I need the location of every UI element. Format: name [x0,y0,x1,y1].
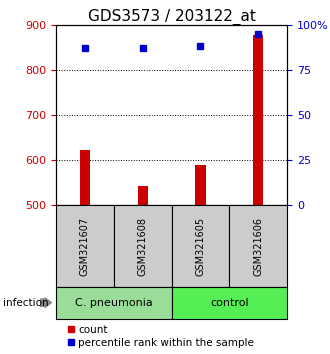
Bar [172,287,287,319]
Title: GDS3573 / 203122_at: GDS3573 / 203122_at [88,8,255,25]
Bar [56,205,114,287]
Bar [138,186,148,205]
Text: control: control [210,298,249,308]
Text: GSM321606: GSM321606 [253,217,263,275]
Bar [114,205,172,287]
Bar [80,150,90,205]
Text: GSM321605: GSM321605 [195,216,206,276]
Text: infection: infection [3,298,49,308]
Bar [195,165,206,205]
Text: GSM321608: GSM321608 [138,217,148,275]
Text: GSM321607: GSM321607 [80,216,90,276]
Bar [229,205,287,287]
Bar [172,205,229,287]
Bar [253,35,263,205]
Text: C. pneumonia: C. pneumonia [75,298,153,308]
FancyArrow shape [40,298,51,308]
Bar [56,287,172,319]
Legend: count, percentile rank within the sample: count, percentile rank within the sample [67,325,254,348]
